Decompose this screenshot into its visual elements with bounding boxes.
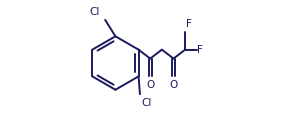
Text: F: F xyxy=(186,19,192,29)
Text: Cl: Cl xyxy=(89,7,100,17)
Text: O: O xyxy=(146,80,154,90)
Text: O: O xyxy=(169,80,178,90)
Text: F: F xyxy=(198,45,203,55)
Text: Cl: Cl xyxy=(141,98,152,108)
